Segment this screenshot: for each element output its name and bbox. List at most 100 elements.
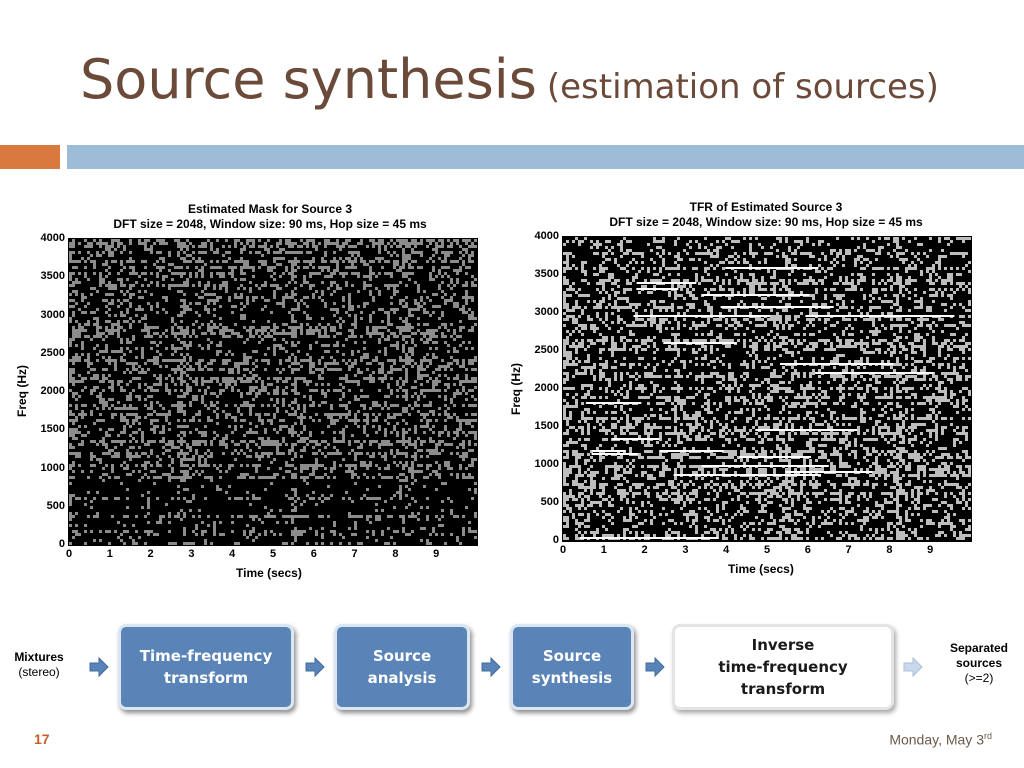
mask-plot-area bbox=[68, 238, 478, 546]
flow-input-sub: (stereo) bbox=[18, 665, 60, 679]
harmonic-line bbox=[720, 306, 834, 308]
harmonic-line bbox=[660, 450, 724, 452]
harmonic-line bbox=[815, 372, 934, 374]
y-tick-label: 1500 bbox=[534, 420, 559, 432]
slide-date: Monday, May 3rd bbox=[889, 731, 992, 748]
flow-arrow-icon bbox=[89, 656, 109, 678]
x-tick-label: 1 bbox=[600, 544, 607, 556]
slide-number: 17 bbox=[34, 731, 50, 747]
harmonic-line bbox=[660, 315, 771, 317]
y-tick-label: 500 bbox=[540, 496, 559, 508]
flow-step-time-frequency-transform: Time-frequency transform bbox=[118, 624, 294, 710]
harmonic-line bbox=[592, 450, 626, 452]
flow-step-1-line2: transform bbox=[163, 669, 249, 687]
tfr-heatmap bbox=[563, 237, 971, 541]
x-tick-label: 8 bbox=[886, 544, 893, 556]
mask-figure-title-line2: DFT size = 2048, Window size: 90 ms, Hop… bbox=[113, 217, 427, 231]
tfr-figure-title-line1: TFR of Estimated Source 3 bbox=[689, 200, 843, 214]
y-tick-label: 3500 bbox=[40, 270, 65, 283]
x-tick-label: 2 bbox=[147, 548, 154, 560]
flow-step-3-line2: synthesis bbox=[531, 669, 613, 687]
flow-arrow-icon bbox=[645, 656, 665, 678]
harmonic-line bbox=[805, 315, 955, 317]
y-tick-label: 3000 bbox=[40, 308, 65, 321]
accent-bar-orange bbox=[0, 145, 60, 169]
mask-spectrogram-figure: Estimated Mask for Source 3 DFT size = 2… bbox=[0, 198, 500, 588]
y-tick-label: 2000 bbox=[40, 385, 65, 397]
y-tick-label: 1000 bbox=[40, 461, 65, 474]
harmonic-line bbox=[702, 294, 810, 296]
harmonic-line bbox=[663, 342, 737, 344]
x-tick-label: 7 bbox=[351, 548, 358, 560]
harmonic-line bbox=[579, 537, 719, 539]
heatmap-pixels bbox=[69, 239, 477, 545]
tfr-y-axis-label: Freq (Hz) bbox=[509, 363, 523, 415]
slide-title-main: Source synthesis bbox=[80, 48, 537, 111]
flow-step-source-analysis: Source analysis bbox=[334, 624, 470, 710]
y-tick-label: 1000 bbox=[534, 458, 559, 470]
x-tick-label: 9 bbox=[927, 544, 934, 556]
y-tick-label: 0 bbox=[552, 534, 559, 546]
flow-output-line2: sources bbox=[955, 656, 1003, 670]
heatmap-cells bbox=[69, 239, 477, 545]
y-tick-label: 1500 bbox=[40, 423, 65, 436]
tfr-spectrogram-figure: TFR of Estimated Source 3 DFT size = 204… bbox=[500, 196, 1000, 586]
x-tick-label: 3 bbox=[188, 548, 195, 560]
flow-step-4-line2: time-frequency bbox=[718, 658, 848, 676]
flow-step-3-line1: Source bbox=[542, 647, 602, 665]
x-tick-label: 0 bbox=[65, 548, 73, 560]
y-tick-label: 3000 bbox=[534, 306, 559, 318]
flow-arrow-icon bbox=[305, 656, 325, 678]
y-tick-label: 3500 bbox=[534, 268, 559, 280]
y-tick-label: 0 bbox=[58, 538, 65, 550]
slide-title-sub: (estimation of sources) bbox=[546, 67, 939, 107]
x-tick-label: 6 bbox=[310, 548, 317, 560]
harmonic-line bbox=[612, 438, 660, 440]
harmonic-line bbox=[785, 471, 873, 473]
x-tick-label: 9 bbox=[433, 548, 440, 560]
tfr-x-axis-label: Time (secs) bbox=[728, 562, 794, 576]
flow-step-4-line1: Inverse bbox=[751, 636, 815, 654]
x-tick-label: 3 bbox=[682, 544, 689, 556]
flow-step-inverse-transform: Inverse time-frequency transform bbox=[672, 624, 894, 710]
harmonic-line bbox=[779, 363, 894, 365]
flow-output: Separated sources (>=2) bbox=[936, 641, 1022, 686]
slide-date-suffix: rd bbox=[983, 731, 992, 741]
flow-input: Mixtures (stereo) bbox=[4, 650, 74, 680]
x-tick-label: 2 bbox=[641, 544, 648, 556]
mask-heatmap bbox=[69, 239, 477, 545]
y-tick-label: 2500 bbox=[534, 344, 559, 356]
harmonic-line bbox=[701, 465, 829, 467]
x-tick-label: 0 bbox=[559, 544, 567, 556]
harmonic-line bbox=[739, 456, 812, 458]
heatmap-pixels bbox=[563, 237, 971, 540]
flow-arrow-icon bbox=[903, 656, 923, 678]
harmonic-line bbox=[636, 288, 679, 290]
mask-figure-title-line1: Estimated Mask for Source 3 bbox=[187, 202, 353, 216]
y-tick-label: 4000 bbox=[40, 232, 65, 244]
mask-x-axis-label: Time (secs) bbox=[236, 566, 302, 580]
flow-step-4-line3: transform bbox=[740, 680, 826, 698]
y-tick-label: 2000 bbox=[534, 382, 559, 394]
tfr-plot-area bbox=[562, 236, 972, 542]
y-tick-label: 4000 bbox=[534, 230, 559, 242]
flow-input-label: Mixtures bbox=[14, 650, 64, 664]
x-tick-label: 5 bbox=[763, 544, 771, 556]
x-tick-label: 6 bbox=[804, 544, 811, 556]
harmonic-line bbox=[725, 267, 819, 269]
heatmap-cells bbox=[563, 237, 971, 540]
flow-arrow-icon bbox=[481, 656, 501, 678]
harmonic-line bbox=[636, 282, 697, 284]
x-tick-label: 4 bbox=[229, 548, 236, 560]
x-tick-label: 4 bbox=[723, 544, 730, 556]
flow-step-2-line2: analysis bbox=[367, 669, 437, 687]
harmonic-line bbox=[585, 402, 642, 404]
y-tick-label: 500 bbox=[46, 499, 65, 512]
accent-bar-blue bbox=[67, 145, 1024, 169]
mask-y-axis-label: Freq (Hz) bbox=[15, 365, 29, 417]
tfr-figure-title-line2: DFT size = 2048, Window size: 90 ms, Hop… bbox=[609, 215, 923, 229]
flow-step-2-line1: Source bbox=[372, 647, 432, 665]
slide-date-text: Monday, May 3 bbox=[889, 731, 984, 748]
harmonic-line bbox=[755, 429, 858, 431]
flow-step-1-line1: Time-frequency bbox=[139, 647, 273, 665]
